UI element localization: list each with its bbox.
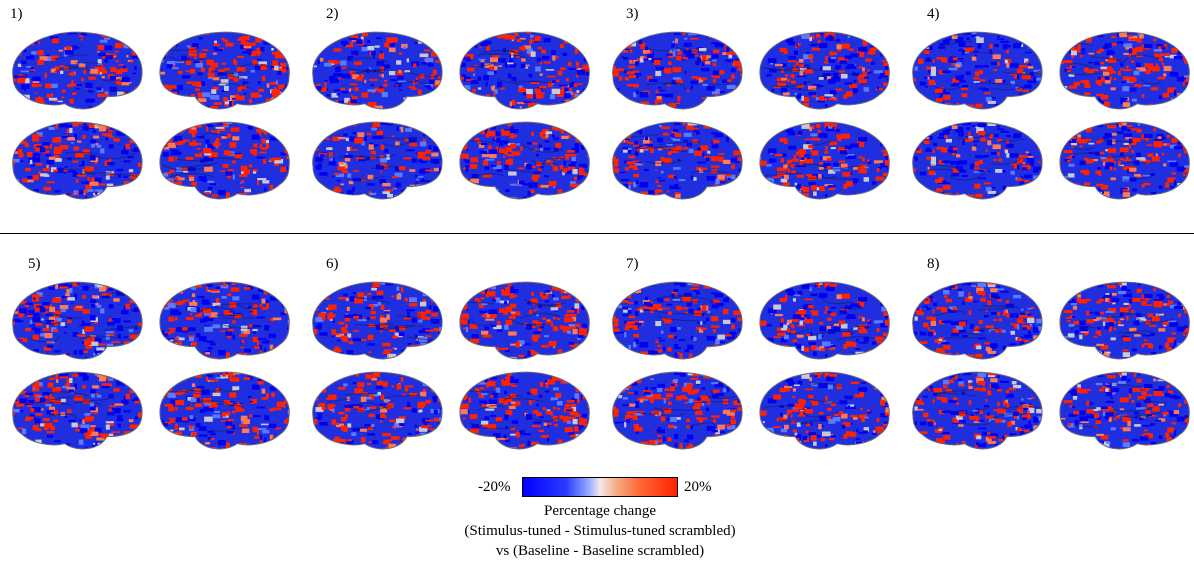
brain-surface-10: [159, 121, 290, 200]
panel-label-7: 7): [626, 256, 639, 272]
brain-surface-22: [759, 281, 890, 360]
brain-surface-4: [459, 31, 590, 110]
caption-line-3: vs (Baseline - Baseline scrambled): [495, 543, 705, 559]
brain-surface-6: [759, 31, 890, 110]
brain-surface-1: [12, 31, 143, 110]
caption-line-1: Percentage change: [543, 503, 657, 519]
brain-surface-3: [312, 31, 443, 110]
brain-surface-29: [612, 371, 743, 450]
brain-surface-2: [159, 31, 290, 110]
colorbar: [522, 477, 678, 497]
brain-surface-15: [912, 121, 1043, 200]
panel-label-2: 2): [326, 6, 339, 22]
brain-surface-8: [1059, 31, 1190, 110]
brain-surface-16: [1059, 121, 1190, 200]
brain-surface-21: [612, 281, 743, 360]
brain-surface-13: [612, 121, 743, 200]
brain-surface-11: [312, 121, 443, 200]
brain-surface-9: [12, 121, 143, 200]
brain-surface-19: [312, 281, 443, 360]
brain-surface-27: [312, 371, 443, 450]
brain-surface-20: [459, 281, 590, 360]
brain-surface-25: [12, 371, 143, 450]
brain-surface-23: [912, 281, 1043, 360]
brain-surface-5: [612, 31, 743, 110]
colorbar-min-label: -20%: [478, 479, 511, 495]
panel-label-5: 5): [28, 256, 41, 272]
brain-surface-14: [759, 121, 890, 200]
brain-surface-28: [459, 371, 590, 450]
panel-label-1: 1): [10, 6, 23, 22]
colorbar-max-label: 20%: [684, 479, 712, 495]
panel-label-6: 6): [326, 256, 339, 272]
panel-label-3: 3): [626, 6, 639, 22]
panel-label-8: 8): [927, 256, 940, 272]
brain-surface-32: [1059, 371, 1190, 450]
brain-surface-31: [912, 371, 1043, 450]
brain-surface-7: [912, 31, 1043, 110]
brain-surface-24: [1059, 281, 1190, 360]
caption-line-2: (Stimulus-tuned - Stimulus-tuned scrambl…: [464, 523, 736, 539]
brain-surface-12: [459, 121, 590, 200]
brain-surface-18: [159, 281, 290, 360]
brain-surface-26: [159, 371, 290, 450]
row-divider: [0, 233, 1194, 234]
brain-surface-17: [12, 281, 143, 360]
brain-surface-30: [759, 371, 890, 450]
panel-label-4: 4): [927, 6, 940, 22]
